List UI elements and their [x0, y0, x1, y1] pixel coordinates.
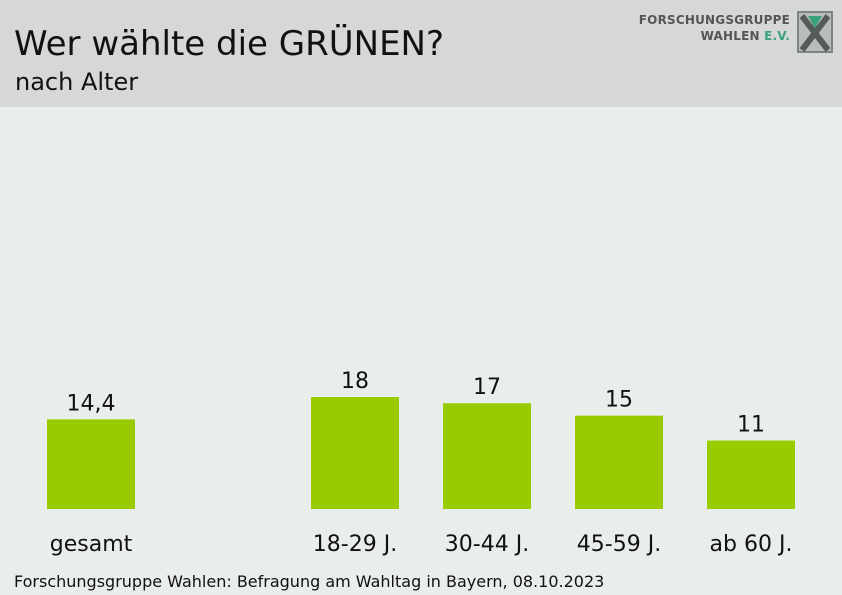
bar-4: [707, 440, 795, 509]
category-label-1: 18-29 J.: [313, 532, 397, 557]
value-label-3: 15: [605, 388, 633, 413]
logo-line-2-accent: E.V.: [764, 29, 790, 43]
bar-1: [311, 397, 399, 509]
page-title: Wer wählte die GRÜNEN?: [14, 24, 445, 64]
value-label-0: 14,4: [67, 391, 116, 416]
logo-line-1: FORSCHUNGSGRUPPE: [638, 13, 790, 27]
page-subtitle: nach Alter: [15, 68, 139, 96]
bar-chart: 14,4 gesamt 18 18-29 J. 17 30-44 J. 15 45-59 J.…: [47, 369, 795, 557]
category-label-0: gesamt: [50, 532, 133, 557]
bar-0: [47, 419, 135, 509]
category-label-2: 30-44 J.: [445, 532, 529, 557]
logo-line-2: WAHLEN E.V.: [639, 28, 790, 44]
bar-3: [575, 415, 663, 509]
value-label-2: 17: [473, 375, 501, 400]
value-label-4: 11: [737, 413, 765, 438]
category-label-3: 45-59 J.: [577, 532, 661, 557]
source-note: Forschungsgruppe Wahlen: Befragung am Wa…: [14, 572, 605, 591]
logo-text: FORSCHUNGSGRUPPE WAHLEN E.V.: [639, 12, 790, 44]
logo-line-2-main: WAHLEN: [700, 29, 760, 43]
category-label-4: ab 60 J.: [710, 532, 793, 557]
fgw-logo-x-icon: [797, 11, 833, 53]
value-label-1: 18: [341, 369, 369, 394]
bar-2: [443, 403, 531, 509]
header-band: Wer wählte die GRÜNEN? nach Alter FORSCH…: [0, 0, 842, 107]
